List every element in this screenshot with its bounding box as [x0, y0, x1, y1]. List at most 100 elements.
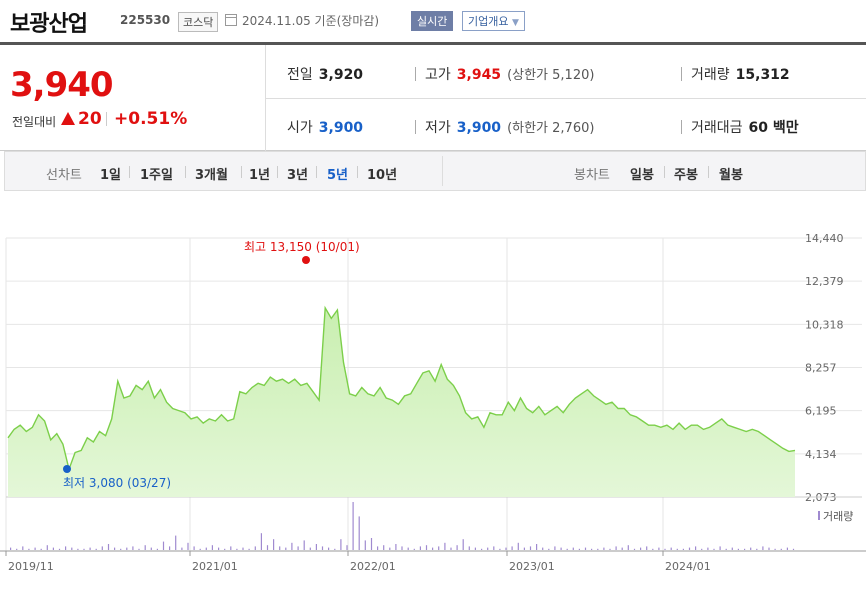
volume-bar — [695, 546, 697, 550]
y-tick-label: 8,257 — [805, 361, 837, 374]
volume-bar — [425, 545, 428, 550]
min-marker — [63, 465, 71, 473]
stat-open: 시가 3,900 — [287, 117, 363, 137]
volume-bar — [713, 548, 715, 550]
volume-bar — [132, 546, 134, 550]
volume-bar — [401, 546, 403, 550]
volume-bar — [688, 547, 691, 550]
company-overview-dropdown[interactable]: 기업개요 ▼ — [462, 11, 525, 31]
current-price: 3,940 — [10, 65, 114, 105]
date-value: 2024.11.05 — [242, 14, 311, 28]
stat-label: 고가 — [425, 67, 451, 83]
volume-bar — [652, 548, 654, 550]
volume-bar — [640, 547, 642, 550]
stat-label: 거래량 — [691, 67, 730, 83]
y-tick-label: 10,318 — [805, 318, 844, 331]
volume-bar — [254, 546, 256, 550]
volume-bar — [205, 547, 207, 550]
volume-bar — [328, 547, 330, 550]
volume-bar — [719, 546, 721, 550]
volume-bar — [242, 547, 244, 550]
volume-bar — [291, 542, 293, 550]
volume-bar — [774, 548, 776, 550]
volume-legend-label: 거래량 — [823, 510, 853, 523]
volume-bar — [101, 546, 103, 550]
volume-bar — [603, 547, 605, 550]
volume-bar — [432, 547, 434, 550]
volume-bar — [126, 547, 128, 550]
volume-bar — [511, 546, 513, 550]
tab-divider — [129, 166, 130, 178]
y-tick-label: 14,440 — [805, 232, 844, 245]
tab-divider — [708, 166, 709, 178]
volume-bar — [224, 548, 226, 550]
volume-bar — [187, 542, 189, 550]
volume-bar — [737, 548, 739, 550]
volume-bar — [792, 548, 795, 550]
volume-bar — [756, 548, 758, 550]
volume-bar — [340, 539, 342, 550]
date-basis: 기준(장마감) — [314, 14, 380, 28]
volume-bar — [211, 545, 213, 550]
min-label: 최저 3,080 (03/27) — [63, 476, 171, 490]
volume-bar — [334, 548, 336, 550]
volume-bar — [395, 544, 397, 550]
volume-bar — [523, 547, 525, 550]
realtime-button[interactable]: 실시간 — [411, 11, 454, 31]
tab-divider — [357, 166, 358, 178]
tab-1d[interactable]: 1일 — [100, 168, 122, 183]
volume-bar — [536, 544, 538, 550]
volume-bar — [107, 544, 110, 550]
stat-value: 3,945 — [456, 67, 502, 83]
stat-volume: 거래량 15,312 — [691, 64, 790, 84]
volume-bar — [346, 545, 348, 550]
stat-divider — [681, 67, 682, 81]
candle-chart-label: 봉차트 — [574, 168, 610, 183]
y-tick-label: 6,195 — [805, 405, 837, 418]
volume-bar — [28, 548, 30, 550]
volume-bar — [364, 540, 366, 550]
price-chart[interactable]: 14,44012,37910,3188,2576,1954,1342,07320… — [0, 225, 866, 590]
tab-3m[interactable]: 3개월 — [195, 168, 228, 183]
stat-label: 전일 — [287, 67, 313, 83]
volume-bar — [780, 548, 782, 550]
stat-label: 시가 — [287, 120, 313, 136]
volume-bar — [52, 547, 54, 550]
tab-10y[interactable]: 10년 — [367, 168, 398, 183]
volume-bar — [762, 546, 764, 550]
volume-bar — [321, 546, 324, 550]
volume-bar — [407, 547, 409, 550]
volume-bar — [444, 542, 446, 550]
volume-bar — [230, 546, 232, 550]
volume-bar — [297, 546, 299, 550]
volume-bar — [517, 542, 519, 550]
stock-code: 225530 — [120, 13, 171, 27]
volume-bar — [554, 546, 556, 550]
x-tick-label: 2019/11 — [8, 560, 54, 573]
volume-bar — [260, 533, 262, 550]
tab-1y[interactable]: 1년 — [249, 168, 271, 183]
up-triangle-icon — [61, 112, 75, 125]
change-label: 전일대비 — [12, 115, 57, 129]
chevron-down-icon: ▼ — [511, 18, 519, 28]
x-tick-label: 2021/01 — [192, 560, 238, 573]
stat-low: 저가 3,900 (하한가 2,760) — [425, 117, 594, 137]
header-divider — [0, 42, 866, 45]
volume-bar — [701, 548, 703, 550]
volume-bar — [181, 547, 183, 550]
tab-1w[interactable]: 1주일 — [140, 168, 173, 183]
tab-monthly[interactable]: 월봉 — [719, 168, 743, 183]
volume-bar — [744, 548, 746, 550]
tab-weekly[interactable]: 주봉 — [674, 168, 698, 183]
volume-bar — [95, 548, 97, 550]
volume-bar — [786, 547, 788, 550]
tab-5y[interactable]: 5년 — [327, 168, 349, 183]
tab-divider — [185, 166, 186, 178]
volume-bar — [481, 548, 483, 550]
volume-bar — [505, 547, 507, 550]
tab-daily[interactable]: 일봉 — [630, 168, 654, 183]
as-of-date: 2024.11.05 기준(장마감) — [242, 12, 379, 29]
volume-bar — [664, 548, 666, 550]
tab-3y[interactable]: 3년 — [287, 168, 309, 183]
